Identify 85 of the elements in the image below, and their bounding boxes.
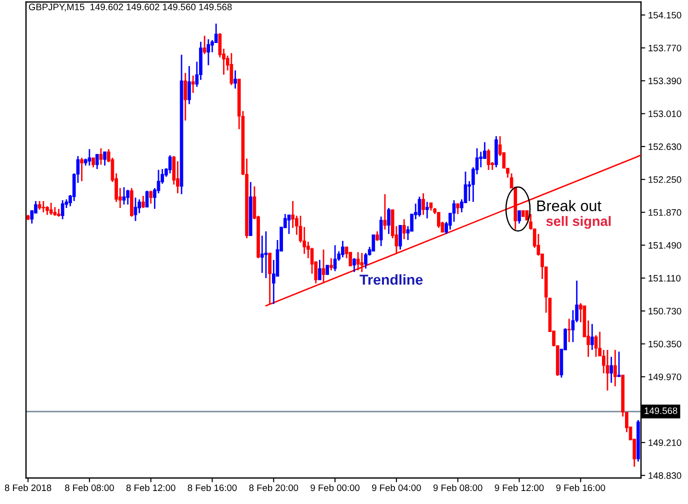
candlestick	[168, 154, 172, 174]
y-tick-label: 153.770	[648, 44, 682, 52]
candlestick	[80, 157, 84, 182]
candlestick	[49, 202, 53, 216]
candlestick	[452, 199, 456, 223]
candlestick	[333, 244, 337, 272]
candlestick	[610, 356, 613, 384]
candlestick	[326, 264, 330, 276]
x-tick-label: 9 Feb 00:00	[310, 484, 360, 492]
candlestick	[341, 240, 344, 258]
candlestick	[60, 199, 64, 220]
y-tick-label: 150.730	[648, 308, 682, 314]
y-tick-label: 152.630	[648, 143, 682, 150]
chart-title: GBPJPY,M15 149.602 149.602 149.560 149.568	[28, 4, 232, 12]
y-tick-label: 148.830	[648, 472, 682, 479]
candlestick	[376, 230, 379, 242]
candlestick	[318, 259, 322, 281]
candlestick	[402, 218, 406, 240]
x-tick-label: 9 Feb 08:00	[433, 484, 482, 492]
candlestick	[99, 148, 103, 166]
candlestick	[436, 212, 440, 229]
annotation: Break out	[537, 200, 602, 212]
candlestick	[360, 252, 364, 273]
annotation: sell signal	[546, 216, 611, 229]
candlestick	[425, 201, 429, 220]
candlestick	[191, 74, 195, 94]
candlestick	[398, 224, 402, 250]
candlestick	[590, 323, 594, 351]
candlestick	[372, 234, 376, 252]
x-tick-label: 9 Feb 04:00	[372, 484, 421, 492]
ref-line-label: 149.568	[644, 407, 678, 414]
y-tick-label: 154.150	[648, 12, 682, 18]
candlestick	[287, 214, 291, 235]
candlestick	[379, 216, 383, 247]
candlestick	[230, 52, 234, 86]
candlestick	[322, 248, 326, 284]
candlestick	[95, 154, 99, 170]
candlestick	[103, 151, 106, 166]
x-tick-label: 8 Feb 08:00	[65, 484, 114, 492]
candlestick	[567, 318, 571, 343]
candlestick	[617, 350, 621, 378]
candlestick	[614, 349, 617, 387]
candlestick	[594, 334, 598, 358]
y-tick-label: 151.490	[648, 242, 682, 249]
y-tick-label: 153.390	[648, 78, 682, 84]
annotation: Trendline	[360, 274, 423, 285]
candlestick	[486, 148, 490, 171]
x-tick-label: 8 Feb 12:00	[126, 484, 176, 492]
y-tick-label: 153.010	[648, 110, 682, 118]
candlestick	[260, 234, 264, 274]
candlestick	[422, 192, 425, 216]
candlestick	[383, 193, 387, 230]
y-tick-label: 149.970	[648, 374, 682, 380]
y-tick-label: 149.210	[648, 439, 682, 446]
y-tick-label: 151.870	[648, 209, 682, 216]
candlestick	[88, 148, 92, 166]
candlestick	[184, 72, 188, 122]
candlestick	[352, 257, 356, 273]
candlestick	[456, 202, 460, 215]
x-tick-label: 8 Feb 2018	[4, 484, 52, 492]
candlestick	[518, 210, 521, 224]
candlestick	[145, 190, 149, 208]
candlestick	[356, 251, 360, 271]
candlestick	[606, 349, 610, 392]
candlestick	[149, 190, 153, 204]
candlestick	[126, 189, 130, 206]
candlestick	[188, 65, 191, 105]
candlestick	[234, 70, 237, 90]
candlestick	[264, 230, 268, 279]
candlestick	[122, 186, 126, 206]
x-tick-label: 9 Feb 16:00	[556, 484, 606, 492]
y-tick-label: 151.110	[648, 274, 681, 282]
x-tick-label: 8 Feb 16:00	[188, 484, 237, 492]
candlestick	[92, 157, 95, 168]
candlestick	[330, 257, 333, 271]
x-tick-label: 8 Feb 20:00	[249, 484, 298, 492]
candlestick	[142, 195, 145, 209]
candlestick	[206, 38, 210, 66]
y-tick-label: 150.350	[648, 340, 682, 348]
candlestick	[202, 35, 206, 55]
y-tick-label: 152.250	[648, 176, 682, 183]
candlestick	[42, 200, 46, 213]
x-tick-label: 9 Feb 12:00	[494, 484, 544, 492]
candlestick	[418, 196, 422, 218]
candlestick	[387, 207, 390, 235]
